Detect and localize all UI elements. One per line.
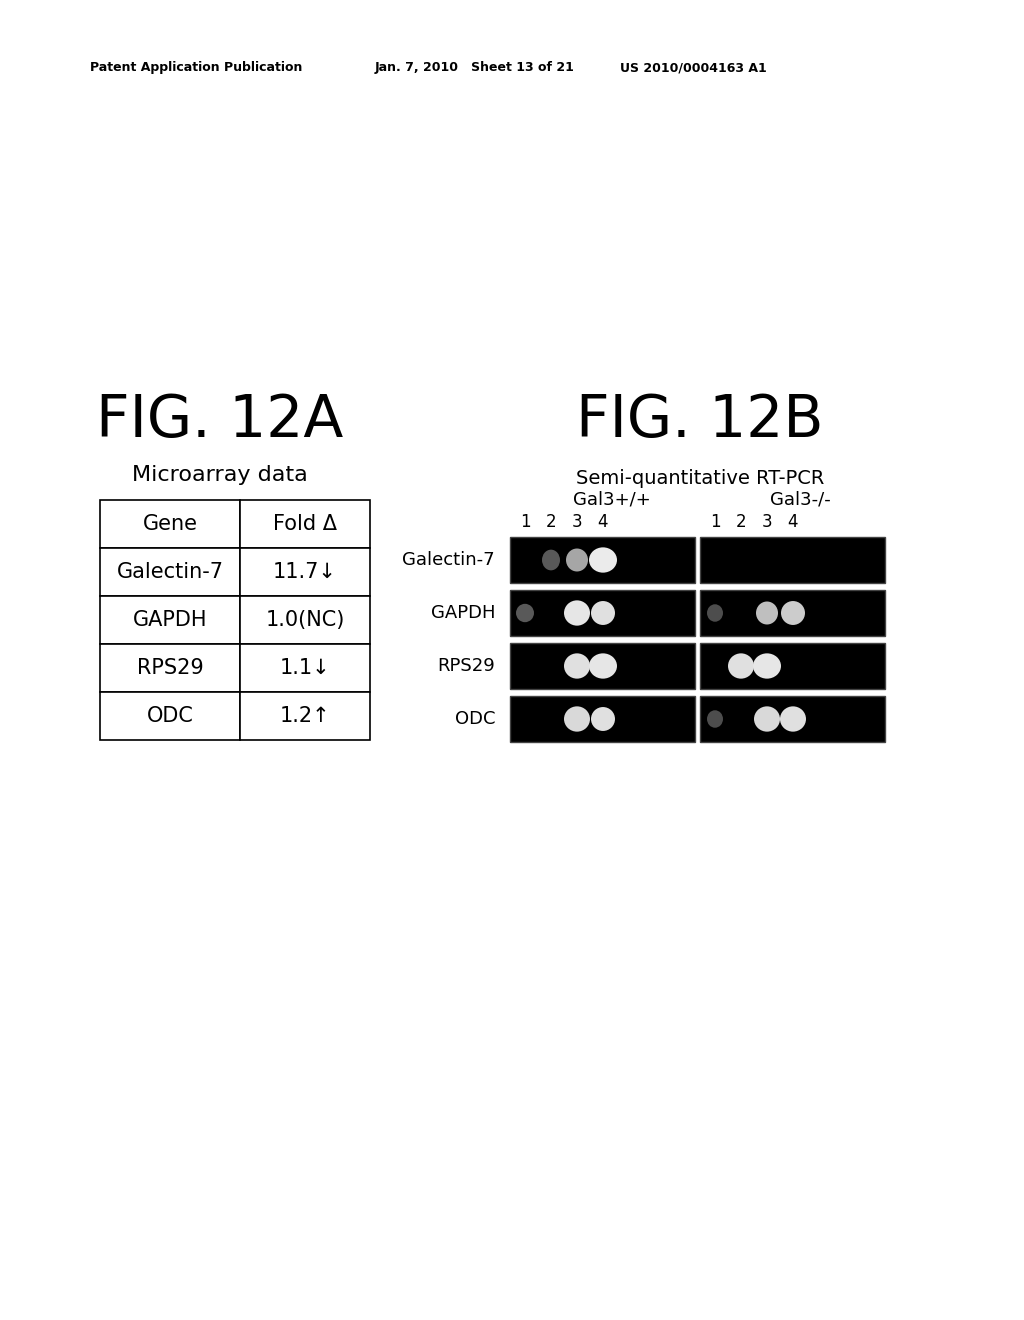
Bar	[700, 590, 885, 636]
Text: 2: 2	[735, 513, 746, 531]
Text: Jan. 7, 2010   Sheet 13 of 21: Jan. 7, 2010 Sheet 13 of 21	[375, 62, 574, 74]
Text: RPS29: RPS29	[437, 657, 495, 675]
Ellipse shape	[707, 605, 723, 622]
Ellipse shape	[589, 548, 617, 573]
Text: 11.7↓: 11.7↓	[273, 562, 337, 582]
Text: FIG. 12B: FIG. 12B	[577, 392, 823, 449]
Text: Gene: Gene	[142, 513, 198, 535]
Text: US 2010/0004163 A1: US 2010/0004163 A1	[620, 62, 767, 74]
Bar	[240, 500, 370, 548]
Ellipse shape	[591, 708, 615, 731]
Ellipse shape	[756, 602, 778, 624]
Text: ODC: ODC	[455, 710, 495, 729]
Text: FIG. 12A: FIG. 12A	[96, 392, 344, 449]
Text: 1: 1	[710, 513, 720, 531]
Text: 4: 4	[787, 513, 799, 531]
Ellipse shape	[780, 706, 806, 731]
Ellipse shape	[753, 653, 781, 678]
Text: Microarray data: Microarray data	[132, 465, 308, 484]
Bar	[240, 644, 370, 692]
Text: Fold Δ: Fold Δ	[273, 513, 337, 535]
Bar	[100, 644, 240, 692]
Bar	[510, 643, 695, 689]
Bar	[240, 597, 370, 644]
Bar	[100, 548, 240, 597]
Ellipse shape	[542, 549, 560, 570]
Text: Gal3-/-: Gal3-/-	[770, 491, 830, 510]
Text: Semi-quantitative RT-PCR: Semi-quantitative RT-PCR	[575, 469, 824, 487]
Text: 3: 3	[762, 513, 772, 531]
Text: RPS29: RPS29	[136, 657, 204, 678]
Text: Galectin-7: Galectin-7	[402, 550, 495, 569]
Ellipse shape	[781, 601, 805, 624]
Text: Gal3+/+: Gal3+/+	[573, 491, 651, 510]
Text: 1.2↑: 1.2↑	[280, 706, 331, 726]
Text: GAPDH: GAPDH	[430, 605, 495, 622]
Text: Galectin-7: Galectin-7	[117, 562, 223, 582]
Text: 3: 3	[571, 513, 583, 531]
Ellipse shape	[564, 653, 590, 678]
Text: 1.0(NC): 1.0(NC)	[265, 610, 345, 630]
Text: 4: 4	[598, 513, 608, 531]
Bar	[510, 537, 695, 583]
Text: 2: 2	[546, 513, 556, 531]
Text: 1.1↓: 1.1↓	[280, 657, 331, 678]
Bar	[100, 597, 240, 644]
Text: Patent Application Publication: Patent Application Publication	[90, 62, 302, 74]
Bar	[240, 548, 370, 597]
Ellipse shape	[589, 653, 617, 678]
Bar	[510, 696, 695, 742]
Ellipse shape	[707, 710, 723, 727]
Text: ODC: ODC	[146, 706, 194, 726]
Bar	[100, 500, 240, 548]
Bar	[100, 692, 240, 741]
Ellipse shape	[728, 653, 754, 678]
Ellipse shape	[564, 601, 590, 626]
Ellipse shape	[591, 601, 615, 624]
Ellipse shape	[516, 603, 534, 622]
Ellipse shape	[566, 549, 588, 572]
Bar	[700, 537, 885, 583]
Text: 1: 1	[520, 513, 530, 531]
Bar	[510, 590, 695, 636]
Bar	[700, 643, 885, 689]
Bar	[700, 696, 885, 742]
Bar	[240, 692, 370, 741]
Text: GAPDH: GAPDH	[133, 610, 207, 630]
Ellipse shape	[564, 706, 590, 731]
Ellipse shape	[754, 706, 780, 731]
